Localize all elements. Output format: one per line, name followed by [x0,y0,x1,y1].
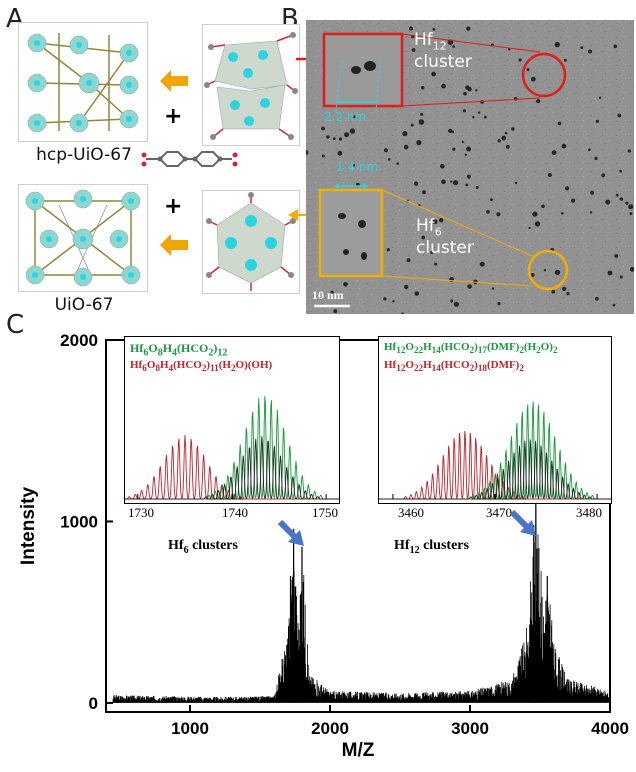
ms-chart: 1000 2000 3000 4000 0 1000 2000 M/Z Intensity [18,331,629,761]
inset-black-envelope [379,439,611,500]
blue-arrow-icon-2 [509,509,536,536]
x-tick-label-0: 1000 [171,719,209,738]
y-tick-label-0: 0 [89,694,98,713]
hf6-circle [527,249,569,291]
hcp-uio-67-structure [18,22,148,142]
uio-67-label: UiO-67 [54,295,114,315]
inset-black-envelope [125,436,339,500]
hf6-caption: Hf6 clusters [168,538,238,556]
hcp-framework-image [27,33,139,133]
x-tick-label-3: 4000 [591,719,629,738]
hf6-size-label: 1.4 nm [336,160,379,174]
x-tick-label-1: 2000 [311,719,349,738]
inset-hf12-tick-1: 3460 [398,505,424,520]
hf12-label: Hf12 cluster [414,30,472,73]
hf6-label: Hf6 cluster [416,216,474,259]
x-tick-label-2: 3000 [451,719,489,738]
hf12-caption: Hf12 clusters [394,538,469,556]
tem-image: Hf12 cluster 2.2 nm 1.4 nm Hf6 cluster 1… [306,20,634,314]
hf6-zoom-box [318,188,384,278]
inset-hf6: Hf6O8H4(HCO2)12 Hf6O8H4(HCO2)11(H2O)(OH) [124,336,340,504]
plot-frame [105,339,611,713]
panel-label-c: C [6,310,25,340]
spectrum-series [112,507,611,703]
hf12-zoom-box [322,32,404,108]
inset-hf12-formula-1: Hf12O22H14(HCO2)17(DMF)2(H2O)2 [384,341,558,356]
blue-arrow-icon-1 [277,519,304,546]
hf12-circle [521,52,567,98]
tem-particles [306,20,634,314]
inset-hf6-formula-2: Hf6O8H4(HCO2)11(H2O)(OH) [130,359,273,374]
inset-hf12-tick-3: 3480 [576,505,602,520]
plus-sign-2: + [164,194,183,219]
hf6-cluster-structure [202,190,300,294]
y-tick-label-2: 2000 [60,331,98,350]
hf6-cluster-image [206,192,296,291]
bpdc-linker-image [141,151,238,167]
y-axis-label: Intensity [18,487,39,566]
arrow-left-icon [160,70,188,92]
inset-hf12-ticks: 3460 3470 3480 [378,505,610,523]
inset-hf6-peaks [125,396,339,500]
inset-hf6-formula-1: Hf6O8H4(HCO2)12 [130,341,228,359]
hf12-size-label: 2.2 nm [324,110,367,124]
plus-sign: + [164,104,183,129]
uio-framework-image [25,189,141,287]
uio-67-structure [18,184,148,292]
hcp-uio-67-label: hcp-UiO-67 [36,145,132,165]
x-axis-label: M/Z [342,740,375,761]
hf12-cluster-image [204,32,298,140]
hf12-cluster-structure [202,24,300,146]
inset-hf12-tick-2: 3470 [486,505,512,520]
inset-red-envelope [379,430,611,500]
scale-bar-label: 10 nm [312,288,344,302]
inset-hf12: Hf12O22H14(HCO2)17(DMF)2(H2O)2 Hf12O22H1… [378,336,612,504]
arrow-left-icon-2 [160,234,188,256]
inset-hf12-formula-2: Hf12O22H14(HCO2)18(DMF)2 [384,359,524,374]
inset-hf6-tick-3: 1750 [312,505,338,520]
inset-hf6-tick-1: 1730 [128,505,154,520]
inset-green-envelope [379,401,611,500]
inset-hf12-peaks [379,401,611,500]
inset-hf6-ticks: 1730 1740 1750 [126,505,340,523]
inset-hf6-tick-2: 1740 [222,505,248,520]
y-tick-label-1: 1000 [60,512,98,531]
